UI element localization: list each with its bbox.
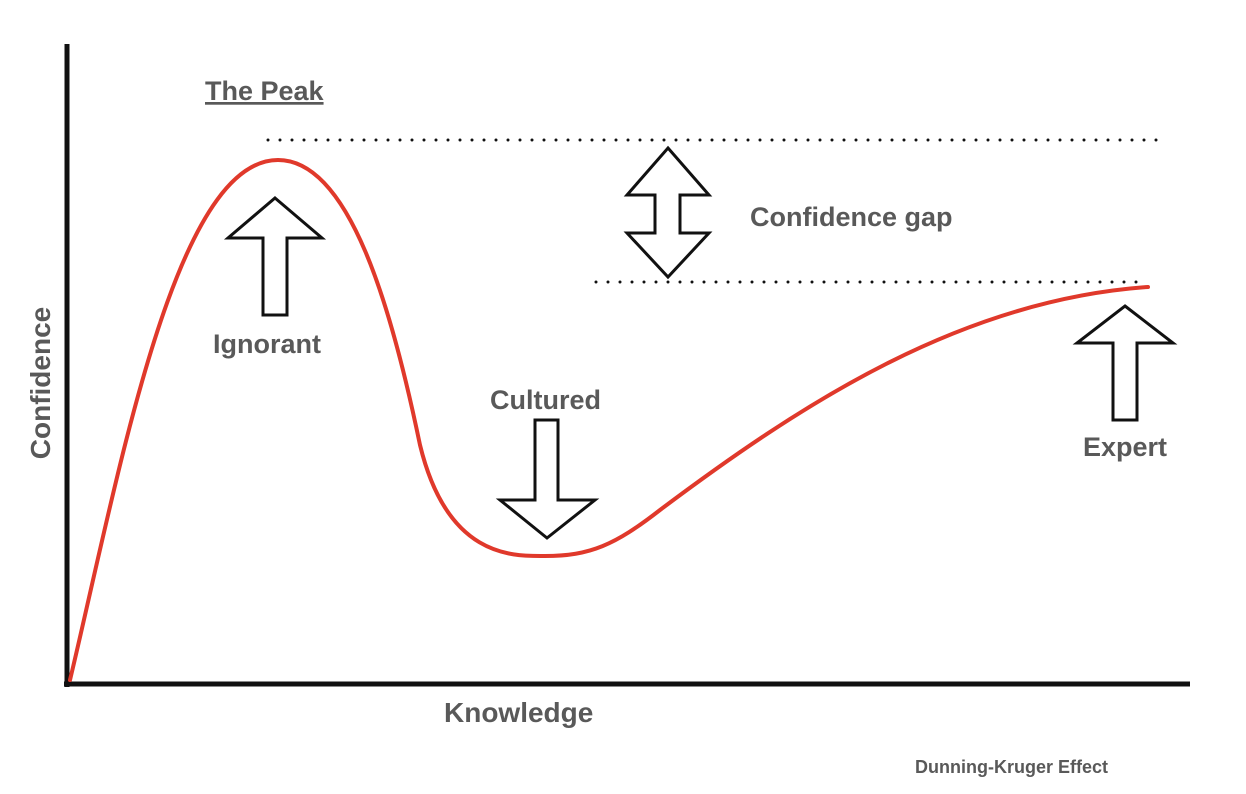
expert-up-arrow	[1072, 304, 1178, 422]
footer-caption: Dunning-Kruger Effect	[915, 757, 1108, 777]
cultured-label: Cultured	[490, 385, 601, 415]
ignorant-up-arrow	[223, 196, 327, 317]
x-axis-label: Knowledge	[444, 697, 593, 728]
confidence-gap-label: Confidence gap	[750, 202, 953, 232]
expert-label: Expert	[1083, 432, 1167, 462]
confidence-curve	[68, 157, 1150, 682]
y-axis-label: Confidence	[25, 307, 56, 459]
cultured-down-arrow	[495, 418, 600, 540]
ignorant-label: Ignorant	[213, 329, 321, 359]
confidence-gap-double-arrow	[623, 145, 713, 280]
diagram-title: The Peak	[205, 76, 325, 106]
